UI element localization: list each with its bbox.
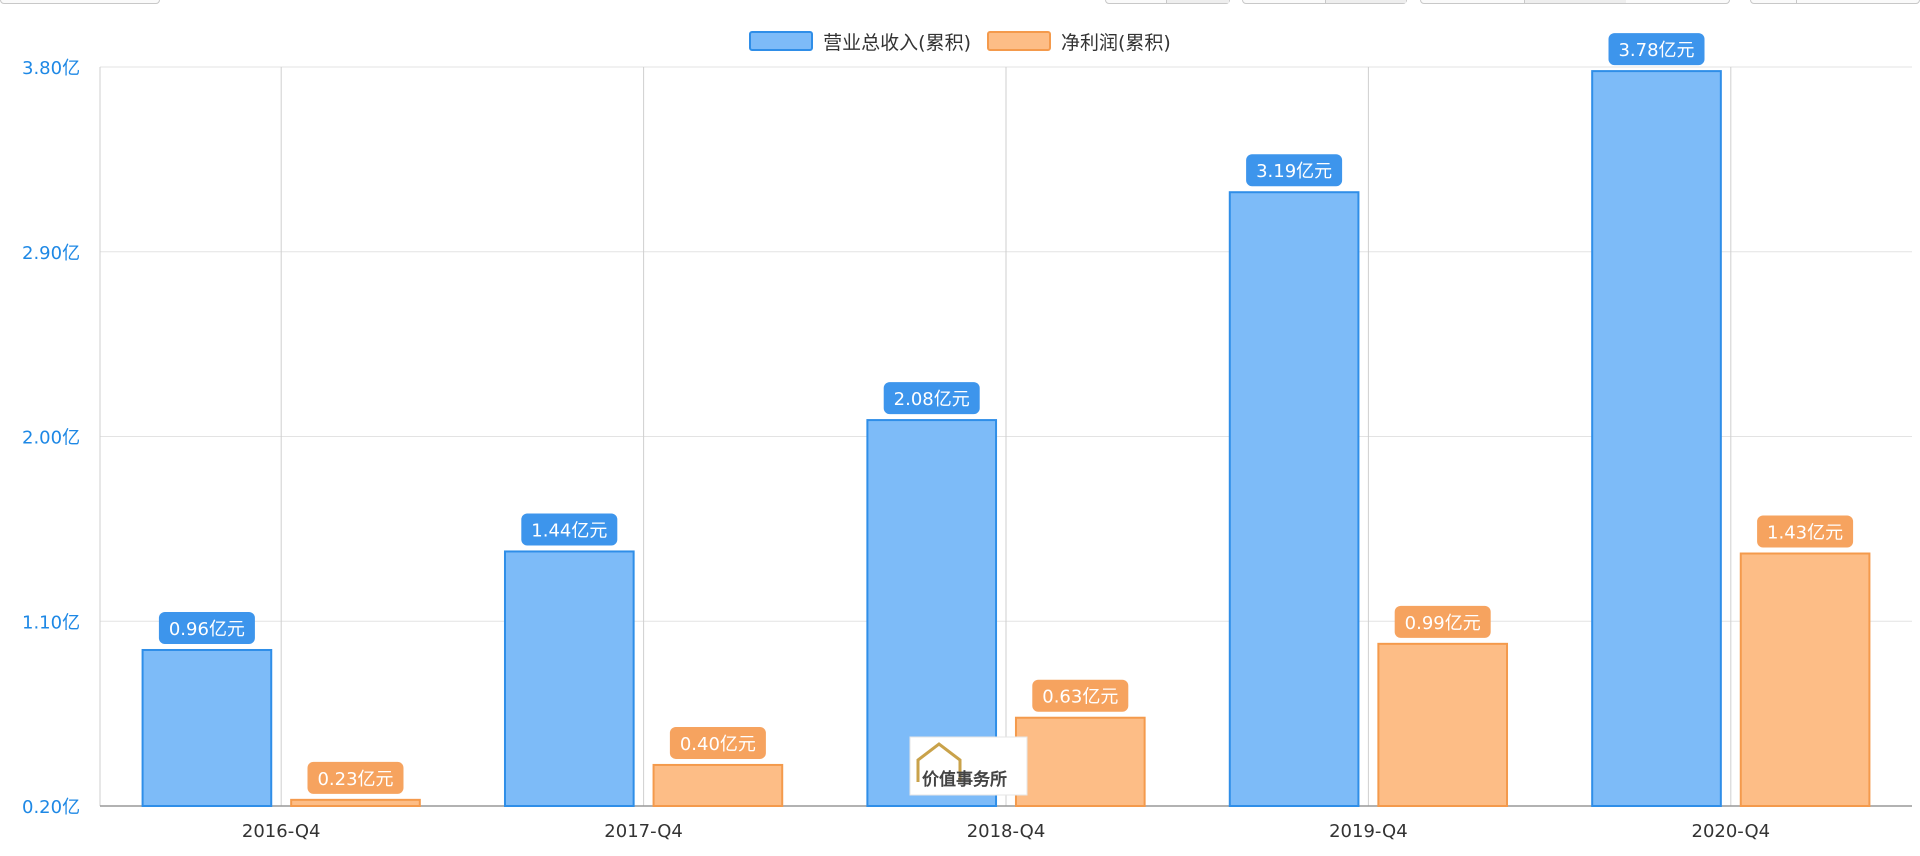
legend-item-net-profit[interactable]: 净利润(累积): [987, 28, 1171, 55]
x-axis: 2016-Q4 2017-Q4 2018-Q4 2019-Q4 2020-Q4: [242, 821, 1770, 842]
watermark-text: 价值事务所: [922, 769, 1007, 790]
x-tick-label: 2018-Q4: [967, 821, 1046, 842]
data-label: 0.96亿元: [169, 619, 245, 640]
y-tick-label: 1.10亿: [22, 612, 80, 633]
revenue-bar: [141, 648, 273, 807]
data-labels: 0.96亿元 1.44亿元 2.08亿元 3.19亿元 3.78亿元 0.23亿元 0.40…: [158, 33, 1854, 794]
net-profit-bar: [1014, 716, 1146, 807]
bars: [141, 70, 1871, 808]
y-tick-label: 2.00亿: [22, 428, 80, 449]
legend-swatch-net-profit: [987, 31, 1051, 51]
legend-label-net-profit: 净利润(累积): [1061, 31, 1171, 54]
data-label: 0.23亿元: [317, 769, 393, 790]
x-tick-label: 2017-Q4: [604, 821, 683, 842]
net-profit-bar: [652, 763, 784, 808]
data-label-background: [1608, 33, 1705, 66]
x-tick-label: 2016-Q4: [242, 821, 321, 842]
chart-legend: 营业总收入(累积) 净利润(累积): [0, 26, 1920, 56]
data-label-background: [669, 726, 766, 759]
data-label: 3.19亿元: [1256, 161, 1332, 182]
data-label-background: [1032, 679, 1129, 712]
data-label: 1.44亿元: [531, 520, 607, 541]
legend-item-revenue[interactable]: 营业总收入(累积): [749, 28, 971, 55]
watermark-logo: 价值事务所: [909, 736, 1028, 796]
legend-swatch-revenue: [749, 31, 814, 51]
net-profit-bar: [1377, 642, 1509, 808]
revenue-bar: [1591, 70, 1722, 808]
legend-label-revenue: 营业总收入(累积): [823, 31, 971, 54]
data-label: 1.43亿元: [1767, 523, 1843, 544]
data-label-background: [521, 513, 618, 546]
data-label-background: [1757, 515, 1854, 548]
toolbar-strip: [0, 0, 1920, 6]
data-label: 2.08亿元: [894, 389, 970, 410]
y-tick-label: 0.20亿: [22, 797, 80, 818]
data-label-background: [158, 611, 255, 644]
net-profit-bar: [290, 798, 421, 808]
data-label-background: [883, 382, 980, 415]
x-tick-label: 2020-Q4: [1692, 821, 1771, 842]
data-label: 0.99亿元: [1405, 613, 1481, 634]
house-icon: [916, 742, 962, 782]
data-label-background: [307, 761, 404, 794]
data-label-background: [1394, 605, 1491, 638]
y-axis: 0.20亿 1.10亿 2.00亿 2.90亿 3.80亿: [22, 58, 80, 818]
y-tick-label: 2.90亿: [22, 243, 80, 264]
data-label: 0.63亿元: [1042, 687, 1118, 708]
revenue-bar: [503, 550, 635, 808]
net-profit-bar: [1739, 552, 1871, 808]
data-label: 0.40亿元: [680, 734, 756, 755]
data-label: 3.78亿元: [1618, 40, 1694, 61]
data-label-background: [1246, 154, 1343, 187]
revenue-bar: [1228, 191, 1360, 808]
x-tick-label: 2019-Q4: [1329, 821, 1408, 842]
y-tick-label: 3.80亿: [22, 58, 80, 79]
